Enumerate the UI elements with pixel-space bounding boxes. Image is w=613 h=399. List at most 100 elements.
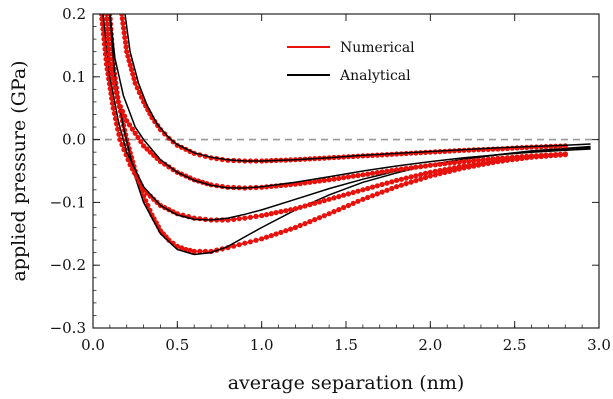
numerical-point	[263, 212, 270, 218]
numerical-point	[365, 185, 371, 192]
numerical-point	[418, 176, 424, 182]
numerical-point	[312, 200, 318, 206]
numerical-point	[365, 171, 371, 177]
numerical-point	[427, 169, 433, 175]
numerical-point	[456, 164, 462, 170]
numerical-point	[307, 179, 313, 185]
numerical-point	[413, 173, 419, 179]
y-tick-label: −0.1	[50, 193, 86, 211]
numerical-point	[466, 162, 472, 168]
numerical-point	[403, 181, 409, 187]
numerical-point	[105, 31, 111, 37]
numerical-point	[374, 170, 380, 176]
numerical-point	[143, 198, 149, 204]
numerical-point	[292, 206, 298, 212]
numerical-point	[345, 174, 351, 180]
numerical-point	[119, 142, 125, 148]
numerical-point	[369, 184, 376, 190]
numerical-point	[273, 210, 279, 216]
numerical-point	[331, 176, 337, 182]
numerical-point	[384, 180, 390, 186]
numerical-point	[288, 207, 294, 213]
numerical-point	[106, 46, 112, 52]
numerical-point	[302, 203, 308, 209]
numerical-point	[116, 131, 122, 137]
numerical-point	[543, 152, 549, 158]
numerical-point	[113, 89, 119, 96]
numerical-point	[307, 219, 313, 225]
numerical-point	[432, 168, 438, 174]
numerical-point	[115, 126, 121, 132]
numerical-point	[471, 158, 477, 164]
legend-label-analytical: Analytical	[339, 68, 411, 84]
numerical-point	[141, 143, 147, 149]
numerical-point	[134, 85, 140, 91]
numerical-point	[336, 194, 342, 200]
numerical-point	[553, 152, 559, 158]
numerical-point	[263, 234, 270, 240]
numerical-point	[130, 71, 136, 77]
numerical-point	[350, 200, 356, 206]
numerical-point	[461, 163, 467, 169]
numerical-point	[109, 100, 116, 106]
numerical-point	[297, 204, 303, 210]
numerical-point	[331, 209, 337, 215]
numerical-point	[259, 213, 265, 219]
numerical-point	[447, 166, 453, 172]
numerical-point	[253, 213, 259, 219]
x-tick-label: 0.0	[81, 336, 105, 354]
numerical-point	[129, 126, 135, 132]
numerical-point	[236, 242, 242, 248]
numerical-point	[283, 228, 289, 234]
numerical-point	[345, 191, 351, 197]
numerical-point	[451, 160, 457, 166]
numerical-point	[273, 231, 279, 237]
numerical-point	[132, 130, 138, 136]
numerical-point	[403, 175, 409, 181]
numerical-point	[374, 191, 380, 197]
numerical-point	[398, 166, 404, 172]
numerical-point	[394, 167, 400, 173]
numerical-point	[316, 215, 323, 221]
numerical-point	[389, 179, 395, 185]
numerical-point	[408, 174, 414, 180]
ticks-layer: 0.0 0.5 1.0 1.5 2.0 2.5 3.0 −0.3 −0.2 −0.1 0.0 0.1 0…	[50, 5, 611, 354]
numerical-point	[408, 165, 414, 171]
numerical-point	[302, 221, 308, 227]
legend: Numerical Analytical	[287, 40, 415, 84]
analytical-line-2	[109, 14, 591, 189]
numerical-point	[124, 118, 130, 124]
numerical-point	[394, 177, 400, 183]
y-tick-label: −0.3	[50, 319, 86, 337]
numerical-point	[403, 165, 409, 172]
numerical-point	[104, 21, 110, 27]
numerical-point	[389, 167, 395, 174]
numerical-point	[106, 56, 113, 62]
numerical-point	[514, 154, 520, 160]
numerical-point	[112, 85, 118, 91]
numerical-point	[191, 248, 197, 254]
numerical-point	[379, 181, 385, 188]
numerical-point	[379, 169, 385, 175]
numerical-point	[480, 157, 486, 163]
numerical-point	[524, 153, 530, 159]
numerical-point	[242, 240, 248, 246]
numerical-point	[242, 215, 248, 221]
numerical-point	[485, 156, 491, 162]
numerical-point	[132, 80, 138, 86]
numerical-point	[437, 167, 443, 174]
numerical-point	[384, 187, 390, 193]
numerical-point	[509, 145, 515, 151]
numerical-point	[127, 62, 133, 68]
numerical-point	[355, 172, 361, 179]
numerical-point	[135, 134, 141, 141]
numerical-point	[151, 196, 157, 202]
numerical-point	[288, 226, 294, 232]
numerical-point	[107, 61, 113, 67]
numerical-point	[111, 110, 117, 116]
numerical-point	[109, 95, 115, 101]
y-axis-label: applied pressure (GPa)	[8, 60, 30, 281]
numerical-point	[117, 137, 123, 143]
numerical-point	[111, 80, 117, 86]
